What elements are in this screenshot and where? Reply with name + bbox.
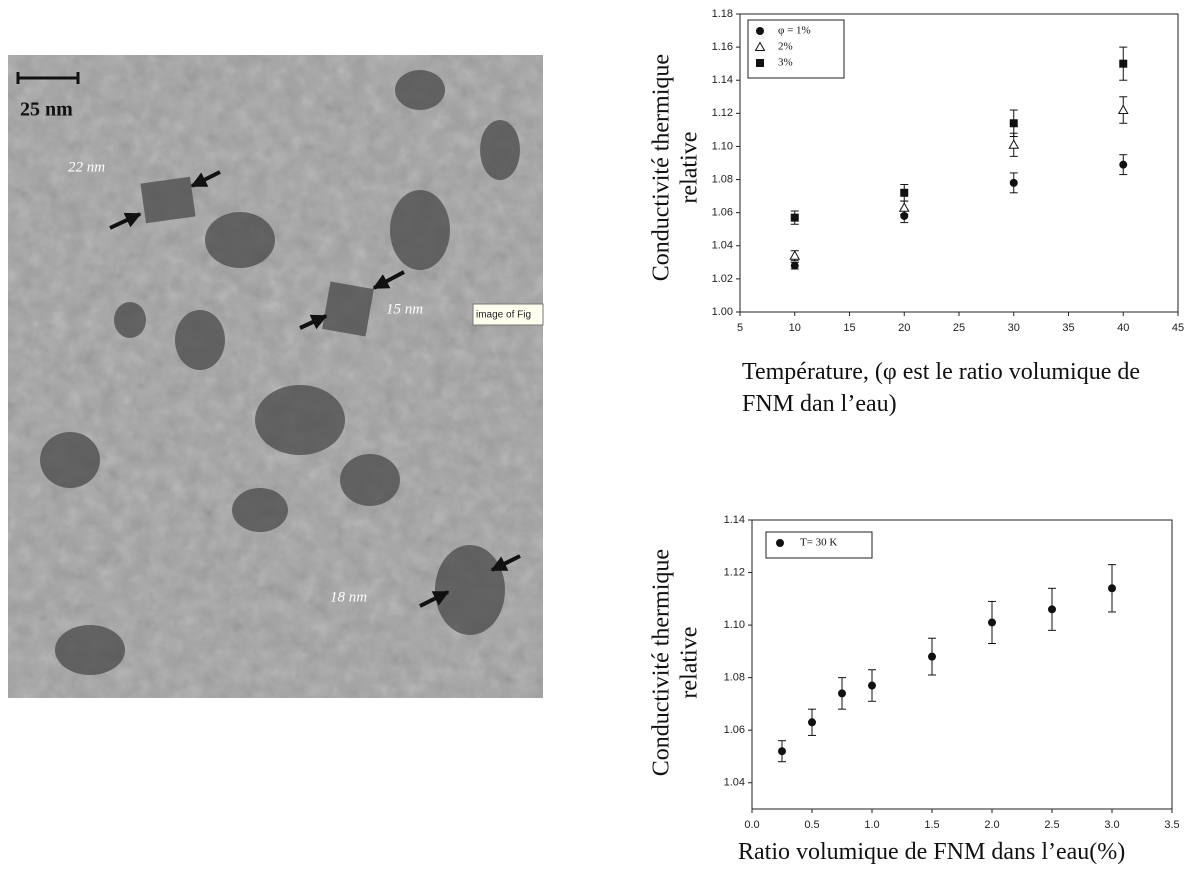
y-tick-label: 1.02 <box>712 273 733 285</box>
size-label: 18 nm <box>330 589 367 605</box>
x-tick-label: 2.5 <box>1044 819 1059 831</box>
x-tick-label: 5 <box>737 322 743 334</box>
point <box>1048 605 1056 614</box>
x-tick-label: 45 <box>1172 322 1184 334</box>
y-tick-label: 1.04 <box>712 240 733 252</box>
legend-label: T= 30 K <box>800 537 837 549</box>
y-tick-label: 1.06 <box>724 724 745 736</box>
tooltip-text: image of Fig <box>476 310 531 321</box>
point <box>900 188 909 197</box>
legend-box <box>765 531 873 559</box>
point <box>778 747 786 756</box>
size-label: 22 nm <box>68 159 105 175</box>
point <box>1119 160 1128 169</box>
x-axis-label: Ratio volumique de FNM dans l’eau(%) <box>738 839 1126 865</box>
scale-label: 25 nm <box>20 99 73 121</box>
point <box>1117 104 1129 115</box>
legend-marker <box>754 41 766 51</box>
point <box>790 261 799 270</box>
y-axis-label: Conductivité thermique relative <box>648 548 702 777</box>
legend-label: 2% <box>778 41 793 53</box>
point <box>808 718 816 727</box>
y-tick-label: 1.12 <box>724 566 745 578</box>
point <box>1108 584 1116 593</box>
x-tick-label: 3.5 <box>1164 819 1179 831</box>
point <box>789 250 801 260</box>
x-tick-label: 1.5 <box>924 819 939 831</box>
y-tick-label: 1.06 <box>712 207 733 219</box>
point <box>838 689 846 698</box>
x-tick-label: 35 <box>1062 322 1074 334</box>
point <box>988 618 996 627</box>
x-tick-label: 1.0 <box>864 819 879 831</box>
size-label: 15 nm <box>386 301 423 317</box>
point <box>1009 119 1018 128</box>
legend-label: φ = 1% <box>778 25 811 37</box>
x-tick-label: 40 <box>1117 322 1129 334</box>
x-tick-label: 10 <box>789 322 801 334</box>
y-tick-label: 1.00 <box>712 306 733 318</box>
legend-marker <box>756 59 764 67</box>
x-tick-label: 15 <box>843 322 855 334</box>
arrows <box>109 170 521 608</box>
y-tick-label: 1.08 <box>712 173 733 185</box>
y-tick-label: 1.14 <box>724 514 745 526</box>
point <box>1008 139 1020 149</box>
x-tick-label: 2.0 <box>984 819 999 831</box>
legend-marker <box>756 27 764 35</box>
legend-marker <box>776 539 784 547</box>
y-tick-label: 1.14 <box>712 74 733 86</box>
x-tick-label: 3.0 <box>1104 819 1119 831</box>
point <box>1009 178 1018 187</box>
y-axis-label: Conductivité thermique relative <box>648 53 702 282</box>
point <box>868 681 876 690</box>
point <box>790 213 799 222</box>
x-tick-label: 25 <box>953 322 965 334</box>
y-tick-label: 1.16 <box>712 41 733 53</box>
x-axis-label: Température, (φ est le ratio volumique d… <box>742 359 1141 418</box>
plot-frame <box>751 519 1173 810</box>
tooltip: image of Fig <box>472 303 544 326</box>
y-tick-label: 1.10 <box>724 619 745 631</box>
y-tick-label: 1.04 <box>724 777 745 789</box>
x-tick-label: 0.0 <box>744 819 759 831</box>
y-tick-label: 1.18 <box>712 8 733 20</box>
y-tick-label: 1.12 <box>712 107 733 119</box>
x-tick-label: 0.5 <box>804 819 819 831</box>
legend-label: 3% <box>778 57 793 69</box>
y-tick-label: 1.08 <box>724 672 745 684</box>
micrograph: 25 nm 22 nm 15 nm 18 nm <box>8 55 543 698</box>
x-tick-label: 20 <box>898 322 910 334</box>
y-tick-label: 1.10 <box>712 140 733 152</box>
point <box>1119 59 1128 68</box>
x-tick-label: 30 <box>1008 322 1020 334</box>
point <box>898 202 910 212</box>
point <box>928 652 936 661</box>
